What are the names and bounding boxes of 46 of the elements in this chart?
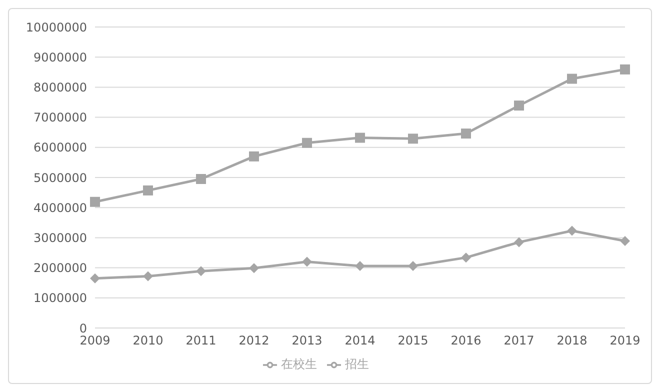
- x-tick-label: 2011: [186, 334, 216, 348]
- x-tick-label: 2013: [292, 334, 322, 348]
- x-tick-label: 2010: [132, 334, 164, 348]
- point: [514, 100, 524, 111]
- point: [567, 74, 577, 84]
- y-tick-label: 8000000: [34, 80, 87, 94]
- point: [249, 263, 259, 274]
- point: [302, 256, 312, 267]
- y-tick-label: 10000000: [26, 20, 87, 34]
- point: [196, 266, 206, 276]
- x-tick-label: 2012: [238, 334, 270, 348]
- point: [143, 271, 153, 282]
- point: [408, 260, 418, 271]
- y-tick-label: 7000000: [34, 110, 87, 125]
- x-tick-label: 2014: [344, 334, 376, 348]
- y-tick-label: 4000000: [34, 200, 87, 215]
- y-tick-label: 6000000: [34, 140, 87, 155]
- point: [620, 236, 630, 246]
- x-tick-label: 2017: [504, 334, 534, 348]
- point: [408, 134, 418, 144]
- point: [143, 185, 153, 196]
- x-tick-label: 2009: [80, 334, 110, 348]
- y-tick-label: 2000000: [34, 261, 87, 276]
- point: [355, 260, 365, 271]
- y-tick-label: 0: [79, 321, 87, 336]
- y-tick-label: 9000000: [34, 50, 87, 64]
- x-tick-label: 2016: [450, 334, 482, 348]
- y-tick-label: 1000000: [34, 291, 87, 306]
- point: [620, 64, 630, 74]
- legend-label: 在校生: [281, 357, 317, 371]
- point: [249, 151, 259, 162]
- x-tick-label: 2019: [610, 334, 640, 348]
- point: [196, 174, 206, 184]
- x-tick-label: 2018: [556, 334, 588, 348]
- x-tick-label: 2015: [398, 334, 428, 348]
- point: [90, 196, 100, 207]
- point: [461, 128, 471, 139]
- y-tick-label: 3000000: [34, 230, 87, 245]
- point: [461, 252, 471, 263]
- point: [567, 226, 577, 236]
- y-tick-label: 5000000: [34, 170, 87, 185]
- point: [355, 132, 365, 143]
- point: [302, 138, 312, 148]
- point: [90, 273, 100, 284]
- point: [514, 237, 524, 248]
- legend-label: 招生: [345, 357, 369, 371]
